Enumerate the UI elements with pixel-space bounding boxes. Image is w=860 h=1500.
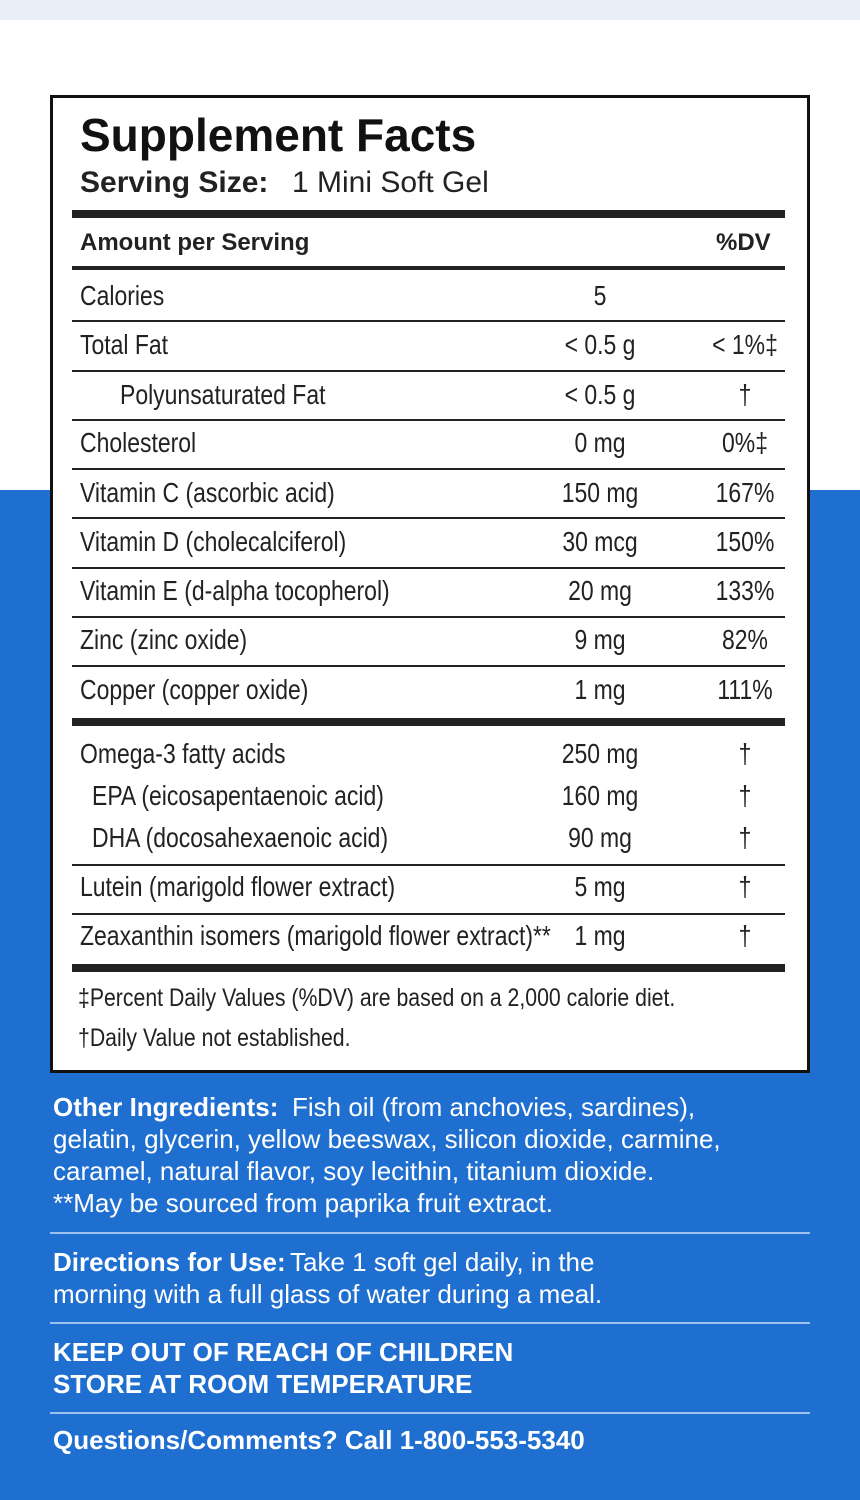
daily-value: † [738,780,752,811]
header-dv: %DV [716,229,771,256]
ingredients-text: caramel, natural flavor, soy lecithin, t… [53,1156,655,1186]
daily-value: † [738,920,752,951]
amount: 250 mg [561,738,639,769]
box-edge [0,0,860,20]
nutrient-name: EPA (eicosapentaenoic acid) [92,780,384,811]
daily-value: 82% [722,624,768,655]
amount: 5 mg [574,871,626,902]
daily-value: † [738,871,752,902]
warning: STORE AT ROOM TEMPERATURE [53,1369,473,1399]
rule [72,210,785,218]
divider [50,1232,810,1234]
rule [72,864,785,866]
rule [72,266,785,270]
rule [72,964,785,972]
serving-value: 1 Mini Soft Gel [292,166,489,199]
rule [72,665,785,667]
facts-panel: Supplement Facts Serving Size: 1 Mini Soft… [50,95,810,1073]
nutrient-name: Polyunsaturated Fat [120,379,326,410]
divider [50,1322,810,1324]
amount: < 0.5 g [564,329,636,360]
directions-text: Take 1 soft gel daily, in the [290,1247,595,1277]
amount: 20 mg [568,575,632,606]
amount: 1 mg [574,920,626,951]
amount: 30 mcg [562,526,638,557]
ingredients-text: **May be sourced from paprika fruit extr… [53,1188,553,1218]
footnote: †Daily Value not established. [78,1024,351,1052]
daily-value: 133% [715,575,775,606]
amount: 160 mg [561,780,639,811]
nutrient-name: Zinc (zinc oxide) [80,624,248,655]
daily-value: 0%‡ [722,427,768,458]
nutrient-name: Copper (copper oxide) [80,674,309,705]
ingredients-text: gelatin, glycerin, yellow beeswax, silic… [53,1124,721,1154]
nutrient-name: Vitamin D (cholecalciferol) [80,526,347,557]
nutrient-name: Vitamin C (ascorbic acid) [80,477,335,508]
rule [72,468,785,470]
rule [72,616,785,618]
amount: 9 mg [574,624,626,655]
amount: < 0.5 g [564,379,636,410]
daily-value: 111% [717,674,773,705]
rule [72,370,785,372]
directions-label: Directions for Use: [53,1247,286,1277]
amount: 0 mg [574,427,626,458]
rule [72,517,785,519]
nutrient-name: Zeaxanthin isomers (marigold flower extr… [80,920,551,951]
nutrient-name: Total Fat [80,329,169,360]
title: Supplement Facts [80,109,477,161]
daily-value: < 1%‡ [712,329,778,360]
rule [72,567,785,569]
amount: 150 mg [561,477,639,508]
daily-value: † [738,379,752,410]
serving-label: Serving Size: [80,166,269,199]
nutrient-name: Calories [80,280,165,311]
daily-value: 167% [715,477,775,508]
footnote: ‡Percent Daily Values (%DV) are based on… [78,984,676,1012]
header-amount: Amount per Serving [80,229,310,256]
nutrient-name: Lutein (marigold flower extract) [80,871,396,902]
warning: KEEP OUT OF REACH OF CHILDREN [53,1337,514,1367]
daily-value: † [738,738,752,769]
rule [72,419,785,421]
ingredients-label: Other Ingredients: [53,1092,279,1122]
rule [72,718,785,726]
rule [72,320,785,322]
directions-text: morning with a full glass of water durin… [53,1279,603,1309]
amount: 90 mg [568,822,632,853]
contact: Questions/Comments? Call 1-800-553-5340 [53,1425,585,1455]
daily-value: † [738,822,752,853]
nutrient-name: DHA (docosahexaenoic acid) [92,822,389,853]
ingredients-text: Fish oil (from anchovies, sardines), [292,1092,696,1122]
amount: 5 [593,280,607,311]
divider [50,1412,810,1414]
nutrient-name: Vitamin E (d-alpha tocopherol) [80,575,390,606]
nutrient-name: Omega-3 fatty acids [80,738,286,769]
amount: 1 mg [574,674,626,705]
daily-value: 150% [715,526,775,557]
nutrient-name: Cholesterol [80,427,197,458]
rule [72,913,785,915]
